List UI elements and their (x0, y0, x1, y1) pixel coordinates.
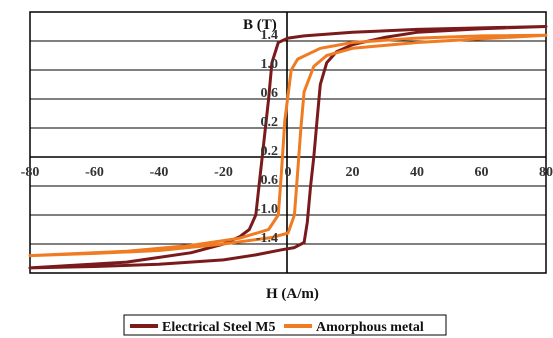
x-tick-label: 40 (410, 165, 424, 180)
y-tick-label: 0.6 (261, 86, 279, 101)
y-tick-label: 1.0 (261, 57, 279, 72)
y-tick-label: 0.6 (261, 173, 279, 188)
legend: Electrical Steel M5 Amorphous metal (123, 314, 447, 336)
x-axis-title: H (A/m) (266, 286, 319, 302)
y-tick-label: -1.0 (256, 202, 278, 217)
x-tick-label: -40 (150, 165, 169, 180)
legend-label-amorphous-metal: Amorphous metal (316, 320, 424, 335)
legend-label-electrical-steel: Electrical Steel M5 (162, 320, 276, 335)
x-tick-label: 0 (285, 165, 292, 180)
y-tick-label: 0.2 (261, 144, 279, 159)
y-tick-label: 1.4 (261, 28, 279, 43)
x-tick-label: -60 (85, 165, 104, 180)
series-curve-1 (28, 33, 548, 258)
x-tick-label: -20 (214, 165, 233, 180)
x-tick-labels: -80 -60 -40 -20 0 20 40 60 80 (21, 165, 553, 180)
y-tick-label: 0.2 (261, 115, 279, 130)
x-tick-label: 80 (539, 165, 553, 180)
y-tick-label: -1.4 (256, 231, 278, 246)
y-axis-title: B (T) (243, 17, 277, 33)
x-tick-label: 20 (346, 165, 360, 180)
x-tick-label: -80 (21, 165, 40, 180)
series-curve-0 (28, 25, 548, 270)
x-tick-label: 60 (475, 165, 489, 180)
series-curves (28, 25, 548, 270)
y-tick-labels: 1.4 1.0 0.6 0.2 0.2 0.6 -1.0 -1.4 (256, 28, 278, 246)
